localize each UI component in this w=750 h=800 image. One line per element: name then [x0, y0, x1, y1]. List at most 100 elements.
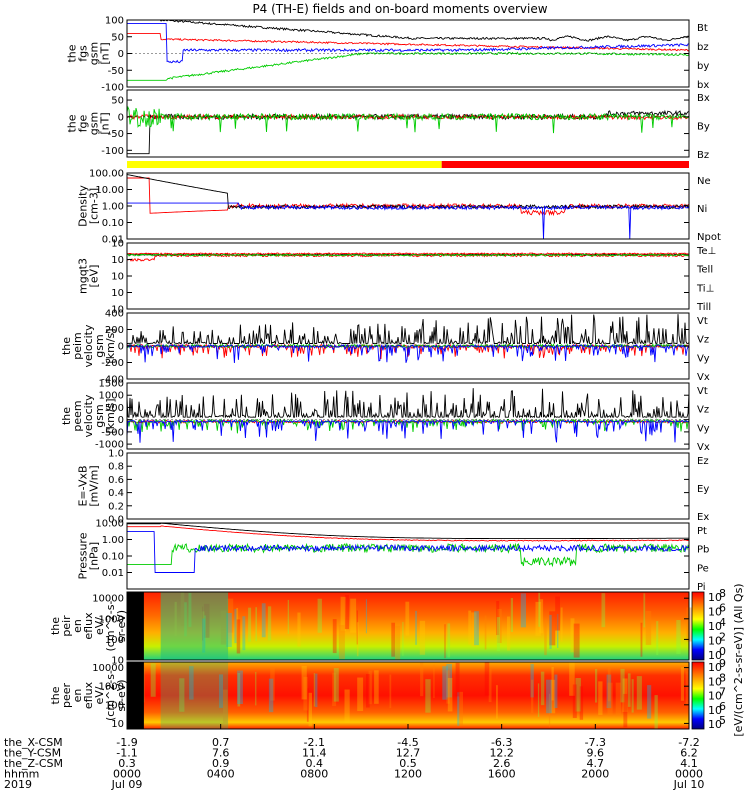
ylabel-line: eflux — [82, 681, 95, 709]
colorbar-tick-exp: 6 — [719, 700, 726, 713]
panel-frame — [126, 452, 690, 520]
panel-temperature: 10 10 10 10 10 mgqt3[eV] Te⊥ Tell Ti⊥ Till — [77, 239, 717, 316]
ytick-label: -100 — [101, 83, 124, 94]
panel-peir_flux: 10000 1000 100 10 thepeirenefluxeV/(cm^2-s-s… — [49, 591, 692, 667]
spectrogram-peer_flux — [127, 662, 689, 729]
series-peim_velocity-Vt — [127, 314, 690, 346]
series-pressure-Pt — [127, 522, 689, 540]
spectrogram-streak — [551, 666, 554, 701]
colorbar-tick: 10 — [708, 620, 722, 633]
spectrogram-streak — [544, 621, 547, 656]
spectrogram-gap — [127, 662, 144, 729]
ylabel-line: mgqt3 — [77, 258, 90, 294]
ytick-label: -500 — [101, 427, 124, 438]
ytick-label: 0.2 — [108, 501, 124, 512]
spectrogram-streak — [332, 619, 337, 654]
spectrogram-streak — [425, 679, 431, 713]
ylabel-line: peer — [60, 683, 73, 709]
spectrogram-streak — [340, 596, 347, 631]
xaxis-value: 11.4 — [302, 747, 327, 760]
spectrogram-early — [160, 592, 229, 660]
panel-pressure: 10.00 1.00 0.10 0.01 Pressure[nPa] Pt Pb Pe Pi — [77, 519, 710, 594]
spectrogram-streak — [643, 593, 646, 628]
ylabel-line: [km/s] — [104, 328, 117, 363]
spectrogram-streak — [237, 670, 243, 705]
ytick-label: 10 — [111, 719, 124, 730]
spectrogram-streak — [680, 667, 684, 701]
ylabel-line: gsm — [88, 112, 101, 135]
legend-Ti⊥: Ti⊥ — [696, 283, 714, 294]
colorbar-tick-exp: 4 — [719, 616, 726, 629]
xaxis-value: 9.6 — [587, 747, 605, 760]
ylabel-line: velocity — [82, 394, 95, 437]
ylabel-line: the — [66, 114, 79, 132]
legend-Te⊥: Te⊥ — [696, 246, 716, 257]
spectrogram-streak — [484, 615, 487, 650]
xaxis-value: 0.7 — [212, 736, 230, 749]
spectrogram-streak — [606, 674, 612, 709]
colorbar-tick: 10 — [708, 690, 722, 703]
xaxis-value: 1200 — [394, 768, 422, 781]
xaxis-value: 6.2 — [680, 747, 698, 760]
ylabel-line: peim — [71, 332, 84, 360]
legend-Vt: Vt — [697, 386, 708, 397]
spectrogram-streak — [607, 667, 611, 702]
spectrogram-streak — [357, 677, 364, 712]
ytick-label: 10.00 — [95, 519, 124, 530]
spectrogram-streak — [446, 670, 450, 704]
spectrogram-streak — [520, 593, 526, 628]
panel-frame — [126, 382, 690, 450]
colorbar-tick-exp: 7 — [719, 686, 726, 699]
ytick-label: 100 — [105, 635, 124, 646]
spectrogram-streak — [620, 668, 625, 703]
ylabel-line: [km/s] — [104, 398, 117, 433]
spectrogram-streak — [261, 603, 266, 638]
ylabel-line: the — [60, 337, 73, 355]
ytick-label: 0.10 — [102, 218, 124, 229]
series-fgs-Bt — [127, 19, 690, 42]
spectrogram-streak — [570, 618, 575, 653]
spectrogram-streak — [365, 599, 367, 634]
spectrogram-streak — [607, 682, 613, 717]
legend-Tell: Tell — [696, 265, 713, 276]
legend-Bx: Bx — [697, 93, 710, 104]
colorbar-tick: 10 — [708, 635, 722, 648]
spectrogram-streak — [419, 620, 426, 655]
panel-efield: 1.0 0.8 0.6 0.4 0.2 0.0 E=-VxB[mV/m] Ez Ey Ex — [77, 449, 710, 526]
xaxis-value: 4.1 — [680, 757, 698, 770]
ylabel-line: en — [71, 619, 84, 633]
legend-Pe: Pe — [697, 563, 709, 574]
series-pressure-Pe — [127, 542, 690, 568]
ytick-label: -400 — [101, 375, 124, 386]
xaxis-value: -4.5 — [397, 736, 418, 749]
spectrogram-streak — [550, 679, 556, 714]
spectrogram-streak — [420, 662, 424, 697]
spectrogram-streak — [640, 622, 643, 657]
xaxis-value: -7.3 — [585, 736, 606, 749]
spectrogram-streak — [496, 601, 500, 636]
spectrogram-streak — [496, 685, 498, 719]
xaxis-row-label: 2019 — [4, 778, 32, 791]
spectrogram-streak — [189, 666, 194, 700]
ylabel-line: E=-VxB — [77, 465, 90, 506]
xaxis-value: -7.2 — [678, 736, 699, 749]
xaxis-value: 0.4 — [306, 757, 324, 770]
ytick-label: 1500 — [99, 379, 124, 390]
xaxis-value: 0000 — [113, 768, 141, 781]
colorbar-tick: 10 — [708, 661, 722, 674]
ylabel-line: the — [49, 686, 62, 704]
legend-Bz: Bz — [697, 150, 709, 161]
series-temperature-Tell — [126, 253, 690, 256]
xaxis-row-label: hhmm — [4, 768, 39, 781]
spectrogram-streak — [601, 593, 606, 628]
state-bar-yellow — [127, 161, 442, 168]
spectrogram-streak — [368, 670, 372, 705]
ytick-label: 1000 — [99, 391, 124, 402]
ytick-label: 1.00 — [102, 202, 124, 213]
spectrogram-early — [160, 662, 229, 729]
ylabel-line: gsm — [88, 42, 101, 65]
colorbar-tick-exp: 8 — [719, 587, 726, 600]
colorbar-tick-exp: 8 — [719, 671, 726, 684]
